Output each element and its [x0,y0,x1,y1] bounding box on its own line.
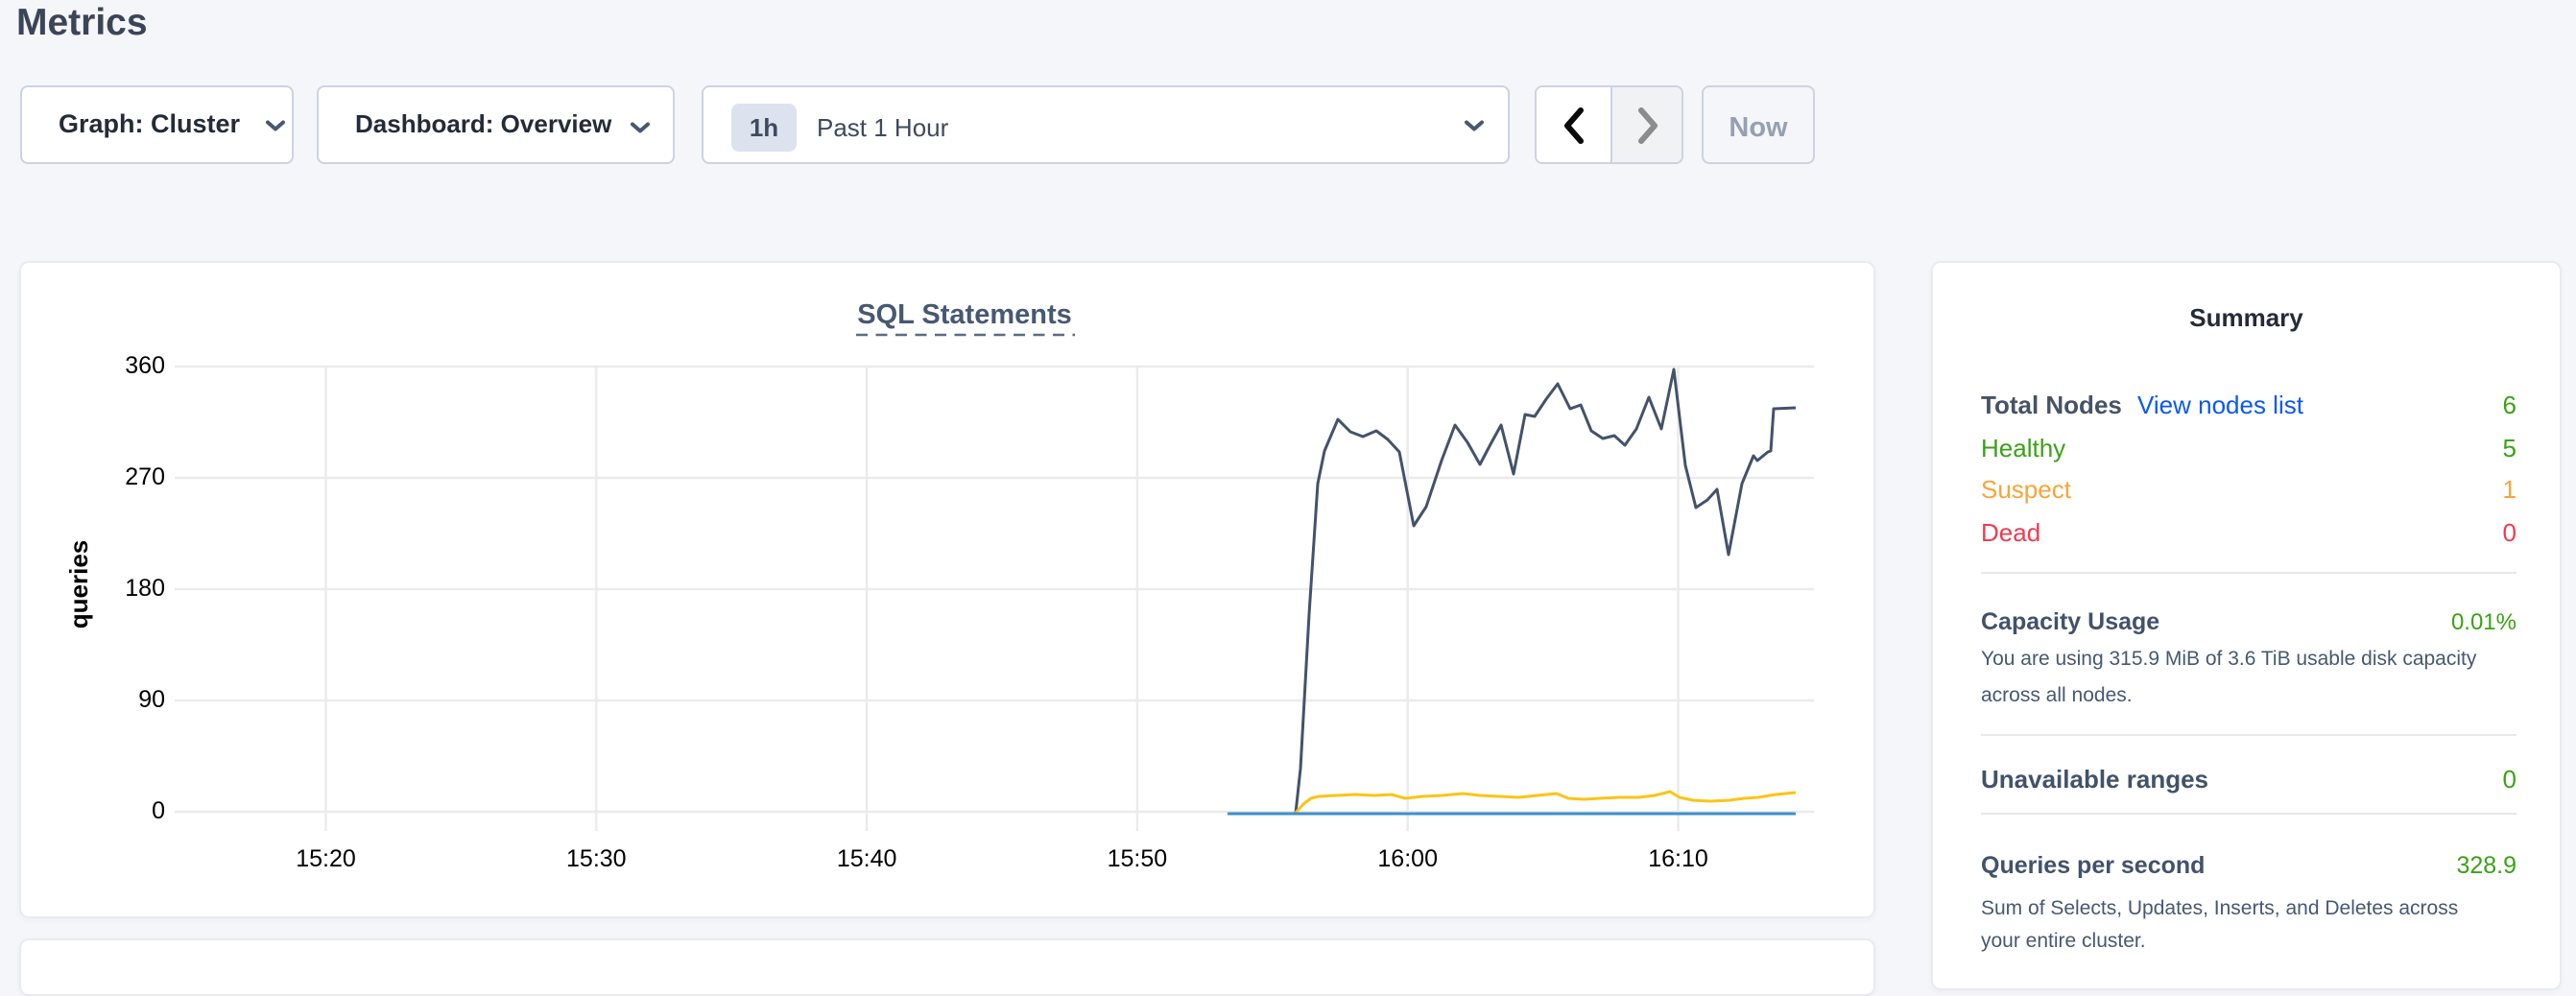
svg-text:360: 360 [125,352,165,379]
svg-text:15:50: 15:50 [1108,845,1168,872]
svg-text:270: 270 [125,463,165,490]
svg-text:0: 0 [152,797,165,824]
svg-text:15:20: 15:20 [296,845,356,872]
svg-text:16:00: 16:00 [1377,845,1438,872]
svg-text:queries: queries [64,540,93,629]
svg-text:180: 180 [125,575,165,602]
svg-text:15:40: 15:40 [837,845,897,872]
svg-text:90: 90 [138,686,165,713]
svg-text:16:10: 16:10 [1648,845,1708,872]
svg-text:15:30: 15:30 [566,845,627,872]
